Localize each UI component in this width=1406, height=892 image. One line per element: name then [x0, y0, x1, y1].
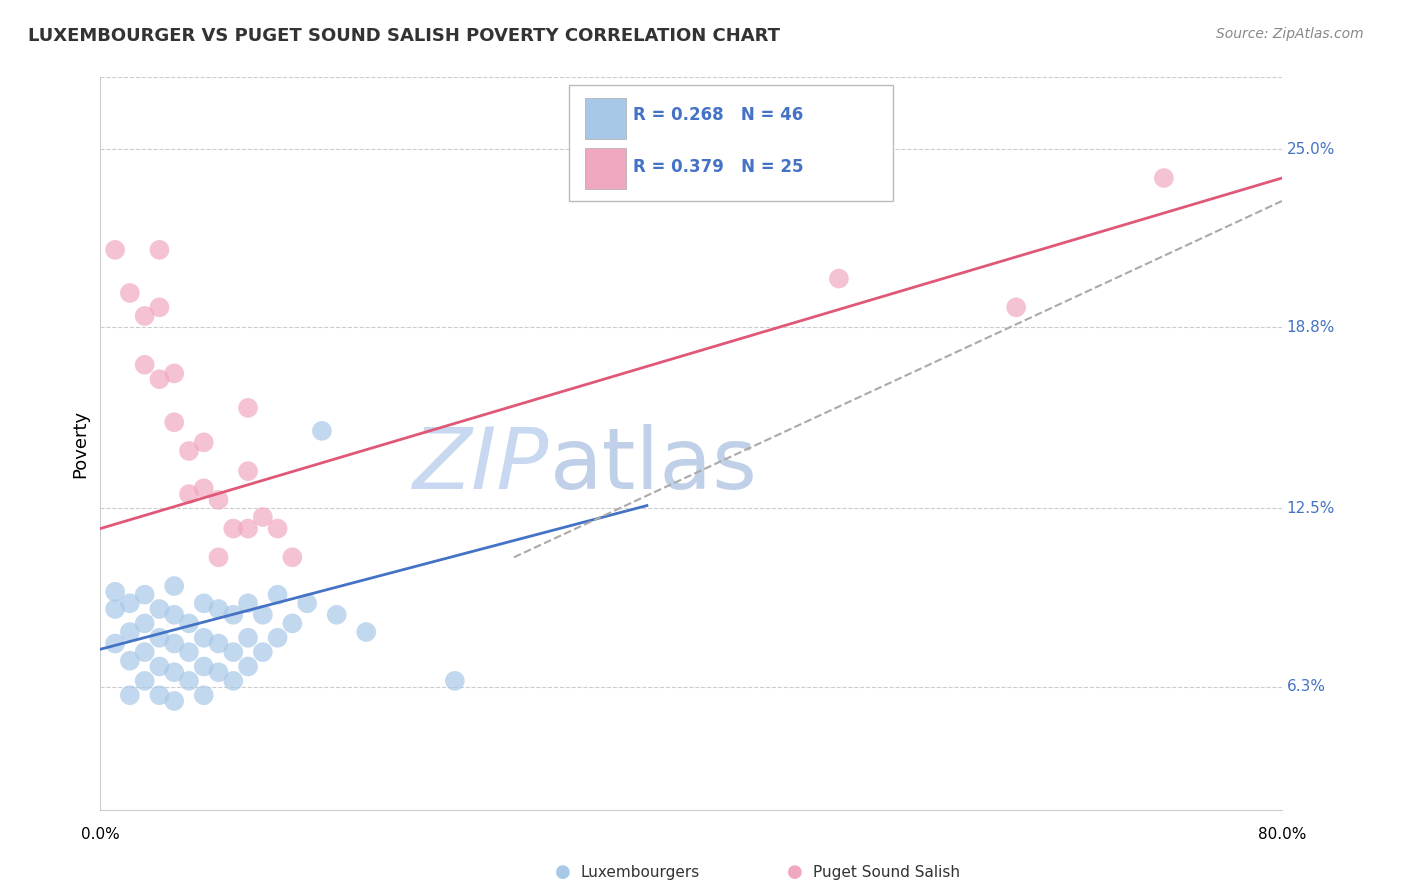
Point — [266, 522, 288, 536]
Point — [177, 444, 200, 458]
Point — [104, 602, 127, 616]
Point — [266, 631, 288, 645]
Point — [207, 550, 229, 565]
Point — [118, 285, 141, 300]
Text: 0.0%: 0.0% — [82, 828, 120, 842]
Point — [1153, 171, 1175, 186]
Point — [177, 616, 200, 631]
Text: Puget Sound Salish: Puget Sound Salish — [813, 865, 960, 880]
Point — [236, 401, 259, 415]
Point — [193, 435, 215, 450]
Point — [207, 492, 229, 507]
Point — [252, 607, 274, 622]
Point — [148, 659, 170, 673]
Point — [193, 596, 215, 610]
Point — [134, 358, 156, 372]
Point — [163, 415, 186, 429]
Point — [193, 481, 215, 495]
Point — [193, 688, 215, 702]
Point — [281, 616, 304, 631]
Point — [222, 607, 245, 622]
Text: LUXEMBOURGER VS PUGET SOUND SALISH POVERTY CORRELATION CHART: LUXEMBOURGER VS PUGET SOUND SALISH POVER… — [28, 27, 780, 45]
Text: ●: ● — [786, 863, 803, 881]
Point — [148, 372, 170, 386]
Point — [354, 625, 377, 640]
Point — [118, 654, 141, 668]
Point — [207, 636, 229, 650]
Point — [148, 631, 170, 645]
Point — [177, 645, 200, 659]
Y-axis label: Poverty: Poverty — [72, 409, 89, 478]
Point — [134, 309, 156, 323]
Text: R = 0.379   N = 25: R = 0.379 N = 25 — [633, 159, 803, 177]
Point — [134, 588, 156, 602]
Point — [118, 688, 141, 702]
Text: 25.0%: 25.0% — [1286, 142, 1336, 157]
Text: 80.0%: 80.0% — [1258, 828, 1306, 842]
Point — [236, 631, 259, 645]
Point — [193, 659, 215, 673]
Point — [104, 243, 127, 257]
Point — [163, 665, 186, 680]
Point — [163, 367, 186, 381]
Text: R = 0.268   N = 46: R = 0.268 N = 46 — [633, 106, 803, 124]
Text: atlas: atlas — [550, 425, 758, 508]
Point — [134, 616, 156, 631]
Point — [828, 271, 851, 285]
Text: ●: ● — [554, 863, 571, 881]
Point — [134, 673, 156, 688]
Point — [266, 588, 288, 602]
Point — [148, 688, 170, 702]
Point — [281, 550, 304, 565]
Text: 6.3%: 6.3% — [1286, 679, 1326, 694]
Point — [236, 522, 259, 536]
Point — [118, 596, 141, 610]
Text: ZIP: ZIP — [413, 425, 550, 508]
Point — [118, 625, 141, 640]
Point — [222, 522, 245, 536]
Point — [134, 645, 156, 659]
Point — [148, 243, 170, 257]
Point — [104, 636, 127, 650]
Point — [148, 301, 170, 315]
Point — [252, 510, 274, 524]
Point — [177, 673, 200, 688]
Point — [236, 596, 259, 610]
Point — [148, 602, 170, 616]
Point — [1005, 301, 1028, 315]
Point — [163, 694, 186, 708]
Point — [163, 636, 186, 650]
Point — [163, 607, 186, 622]
Point — [207, 602, 229, 616]
Text: 12.5%: 12.5% — [1286, 501, 1336, 516]
Point — [193, 631, 215, 645]
Point — [236, 464, 259, 478]
Point — [222, 673, 245, 688]
Point — [163, 579, 186, 593]
Point — [207, 665, 229, 680]
Point — [325, 607, 347, 622]
Point — [295, 596, 318, 610]
Text: Source: ZipAtlas.com: Source: ZipAtlas.com — [1216, 27, 1364, 41]
Point — [311, 424, 333, 438]
Text: Luxembourgers: Luxembourgers — [581, 865, 700, 880]
Text: 18.8%: 18.8% — [1286, 320, 1336, 334]
Point — [236, 659, 259, 673]
Point — [444, 673, 467, 688]
Point — [104, 584, 127, 599]
Point — [177, 487, 200, 501]
Point — [252, 645, 274, 659]
Point — [222, 645, 245, 659]
